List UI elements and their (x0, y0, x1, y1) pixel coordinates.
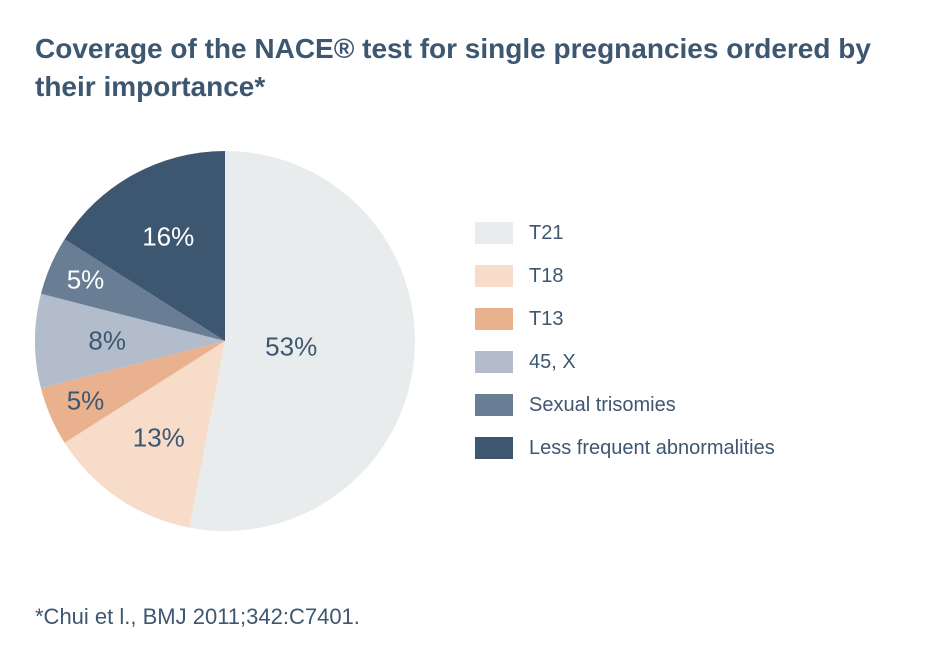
legend-swatch (475, 351, 513, 373)
legend-label: T21 (529, 222, 563, 245)
slice-value-label: 16% (142, 222, 194, 253)
legend-swatch (475, 437, 513, 459)
slice-value-label: 5% (67, 385, 105, 416)
slice-value-label: 53% (265, 331, 317, 362)
legend: T21 T18 T13 45, X Sexual trisomies Less frequ… (475, 222, 775, 460)
chart-title: Coverage of the NACE® test for single pr… (35, 30, 911, 106)
footnote: *Chui et l., BMJ 2011;342:C7401. (35, 604, 360, 630)
chart-content: 53% 13% 5% 8% 5% 16% T21 T18 T13 45, X Sexual tri… (35, 151, 911, 531)
legend-label: T13 (529, 308, 563, 331)
slice-value-label: 5% (67, 265, 105, 296)
legend-item: Less frequent abnormalities (475, 437, 775, 460)
legend-item: 45, X (475, 351, 775, 374)
legend-item: T18 (475, 265, 775, 288)
legend-swatch (475, 222, 513, 244)
slice-value-label: 8% (88, 325, 126, 356)
legend-item: T21 (475, 222, 775, 245)
legend-label: T18 (529, 265, 563, 288)
legend-item: T13 (475, 308, 775, 331)
slice-value-label: 13% (133, 423, 185, 454)
legend-swatch (475, 265, 513, 287)
legend-label: 45, X (529, 351, 576, 374)
legend-label: Sexual trisomies (529, 394, 676, 417)
legend-item: Sexual trisomies (475, 394, 775, 417)
legend-label: Less frequent abnormalities (529, 437, 775, 460)
legend-swatch (475, 394, 513, 416)
legend-swatch (475, 308, 513, 330)
pie-chart: 53% 13% 5% 8% 5% 16% (35, 151, 415, 531)
